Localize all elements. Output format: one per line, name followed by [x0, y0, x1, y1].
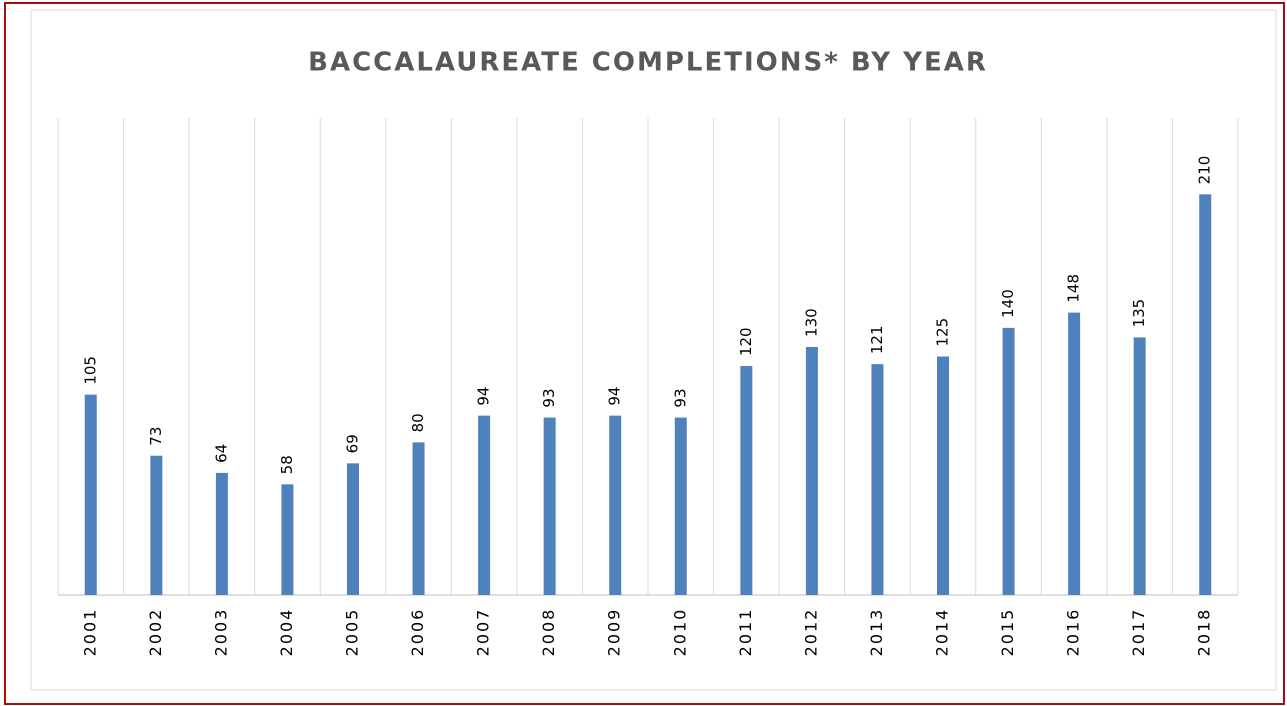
x-tick-label: 2003 — [211, 608, 230, 657]
data-label: 64 — [212, 444, 230, 463]
x-tick-label: 2013 — [867, 608, 886, 657]
bar — [412, 442, 425, 595]
data-label: 73 — [147, 427, 165, 446]
data-label: 125 — [934, 318, 952, 347]
data-label: 140 — [999, 289, 1017, 318]
bar — [609, 415, 622, 595]
x-tick-label: 2012 — [801, 608, 820, 657]
data-label: 121 — [868, 325, 886, 354]
data-label: 130 — [802, 308, 820, 337]
bar — [740, 366, 753, 595]
x-tick-label: 2008 — [539, 608, 558, 657]
x-tick-label: 2016 — [1064, 608, 1083, 657]
x-tick-label: 2006 — [408, 608, 427, 657]
x-tick-label: 2011 — [736, 608, 755, 657]
bar — [674, 417, 687, 595]
bar — [150, 455, 163, 595]
bar — [281, 484, 294, 595]
chart-frame — [30, 9, 1277, 691]
x-tick-label: 2010 — [670, 608, 689, 657]
x-tick-label: 2014 — [933, 608, 952, 657]
data-label: 93 — [671, 388, 689, 407]
bar — [937, 356, 949, 595]
bar — [215, 472, 228, 595]
x-tick-label: 2002 — [146, 608, 165, 657]
data-label: 69 — [344, 434, 362, 453]
data-label: 93 — [540, 388, 558, 407]
data-label: 210 — [1196, 156, 1214, 185]
x-tick-label: 2001 — [80, 608, 99, 657]
outer-frame — [4, 2, 1285, 705]
data-label: 94 — [606, 387, 624, 406]
x-tick-label: 2017 — [1129, 608, 1148, 657]
bar — [1199, 194, 1212, 595]
bar — [1002, 327, 1015, 595]
data-label: 120 — [737, 327, 755, 356]
data-label: 58 — [278, 455, 296, 474]
x-tick-label: 2005 — [343, 608, 362, 657]
bar — [84, 394, 97, 595]
data-label: 105 — [81, 356, 99, 385]
bar — [478, 415, 491, 595]
bar — [1068, 312, 1081, 595]
data-label: 94 — [475, 387, 493, 406]
bar — [805, 346, 818, 595]
x-tick-label: 2007 — [474, 608, 493, 657]
x-tick-label: 2018 — [1195, 608, 1214, 657]
x-tick-label: 2009 — [605, 608, 624, 657]
bar — [543, 417, 556, 595]
x-tick-label: 2004 — [277, 608, 296, 657]
data-label: 135 — [1130, 299, 1148, 328]
x-tick-label: 2015 — [998, 608, 1017, 657]
bar — [1133, 337, 1146, 595]
chart-title: BACCALAUREATE COMPLETIONS* BY YEAR — [308, 48, 988, 78]
bar — [871, 364, 884, 595]
bar — [347, 463, 359, 595]
data-label: 80 — [409, 413, 427, 432]
data-label: 148 — [1065, 274, 1083, 303]
